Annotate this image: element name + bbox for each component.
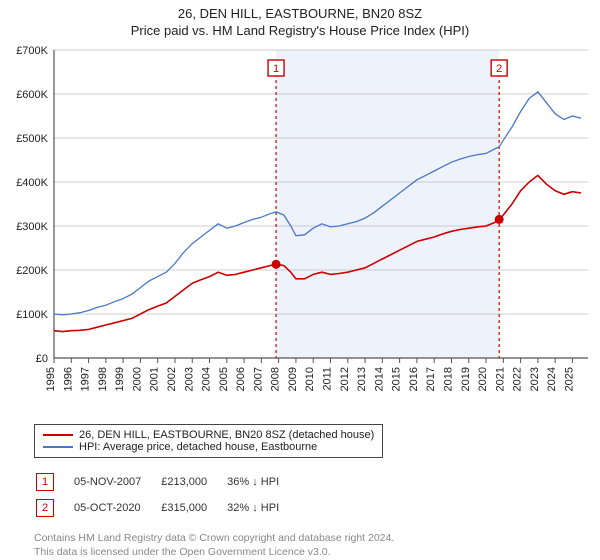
event-row: 2 05-OCT-2020£315,00032% ↓ HPI — [36, 496, 297, 520]
svg-text:2000: 2000 — [131, 367, 143, 391]
svg-text:2013: 2013 — [356, 367, 368, 391]
svg-text:2008: 2008 — [270, 367, 282, 391]
event-row: 1 05-NOV-2007£213,00036% ↓ HPI — [36, 470, 297, 494]
svg-text:£0: £0 — [36, 353, 48, 365]
svg-text:2007: 2007 — [252, 367, 264, 391]
svg-text:2012: 2012 — [339, 367, 351, 391]
svg-text:2003: 2003 — [183, 367, 195, 391]
svg-text:2009: 2009 — [287, 367, 299, 391]
event-date: 05-NOV-2007 — [74, 470, 159, 494]
svg-text:£700K: £700K — [16, 45, 48, 57]
title-main: 26, DEN HILL, EASTBOURNE, BN20 8SZ — [0, 6, 600, 21]
svg-text:2017: 2017 — [425, 367, 437, 391]
event-price: £213,000 — [161, 470, 225, 494]
legend-swatch — [43, 446, 73, 448]
chart-container: 26, DEN HILL, EASTBOURNE, BN20 8SZ Price… — [0, 0, 600, 559]
svg-text:£300K: £300K — [16, 221, 48, 233]
svg-text:2020: 2020 — [477, 367, 489, 391]
event-marker-icon: 1 — [36, 473, 54, 491]
event-marker-cell: 2 — [36, 496, 72, 520]
license-line-2: This data is licensed under the Open Gov… — [34, 546, 600, 560]
svg-text:2025: 2025 — [563, 367, 575, 391]
svg-text:2014: 2014 — [373, 367, 385, 391]
svg-text:£600K: £600K — [16, 89, 48, 101]
svg-text:2023: 2023 — [529, 367, 541, 391]
legend-label: HPI: Average price, detached house, East… — [79, 441, 317, 453]
legend-swatch — [43, 434, 73, 436]
svg-text:2016: 2016 — [408, 367, 420, 391]
svg-text:2004: 2004 — [201, 367, 213, 391]
license-text: Contains HM Land Registry data © Crown c… — [34, 532, 600, 559]
svg-text:1998: 1998 — [97, 367, 109, 391]
svg-text:2005: 2005 — [218, 367, 230, 391]
legend-item: HPI: Average price, detached house, East… — [43, 441, 374, 453]
svg-text:2002: 2002 — [166, 367, 178, 391]
svg-text:1997: 1997 — [80, 367, 92, 391]
event-marker-icon: 2 — [36, 499, 54, 517]
chart-area: £0 £100K £200K £300K £400K £500K £600K £700K 199… — [0, 38, 600, 418]
svg-text:2006: 2006 — [235, 367, 247, 391]
event-price: £315,000 — [161, 496, 225, 520]
title-sub: Price paid vs. HM Land Registry's House … — [0, 23, 600, 38]
legend-item: 26, DEN HILL, EASTBOURNE, BN20 8SZ (deta… — [43, 429, 374, 441]
svg-text:2: 2 — [496, 63, 502, 75]
license-line-1: Contains HM Land Registry data © Crown c… — [34, 532, 600, 546]
event-marker-cell: 1 — [36, 470, 72, 494]
svg-text:1: 1 — [273, 63, 279, 75]
event-date: 05-OCT-2020 — [74, 496, 159, 520]
svg-text:1996: 1996 — [62, 367, 74, 391]
svg-text:2011: 2011 — [322, 367, 334, 391]
events-table: 1 05-NOV-2007£213,00036% ↓ HPI 2 05-OCT-202… — [34, 468, 299, 522]
svg-text:2001: 2001 — [149, 367, 161, 391]
svg-text:2024: 2024 — [546, 367, 558, 391]
svg-text:2010: 2010 — [304, 367, 316, 391]
svg-text:1995: 1995 — [45, 367, 57, 391]
legend: 26, DEN HILL, EASTBOURNE, BN20 8SZ (deta… — [34, 424, 383, 458]
legend-label: 26, DEN HILL, EASTBOURNE, BN20 8SZ (deta… — [79, 429, 374, 441]
svg-text:2015: 2015 — [391, 367, 403, 391]
svg-text:2019: 2019 — [460, 367, 472, 391]
svg-text:2021: 2021 — [494, 367, 506, 391]
line-chart-svg: £0 £100K £200K £300K £400K £500K £600K £700K 199… — [0, 38, 600, 418]
titles: 26, DEN HILL, EASTBOURNE, BN20 8SZ Price… — [0, 0, 600, 38]
event-pct: 32% ↓ HPI — [227, 496, 297, 520]
svg-text:£100K: £100K — [16, 309, 48, 321]
svg-text:£400K: £400K — [16, 177, 48, 189]
svg-text:£200K: £200K — [16, 265, 48, 277]
event-pct: 36% ↓ HPI — [227, 470, 297, 494]
svg-text:2022: 2022 — [512, 367, 524, 391]
svg-text:£500K: £500K — [16, 133, 48, 145]
svg-text:1999: 1999 — [114, 367, 126, 391]
svg-text:2018: 2018 — [442, 367, 454, 391]
